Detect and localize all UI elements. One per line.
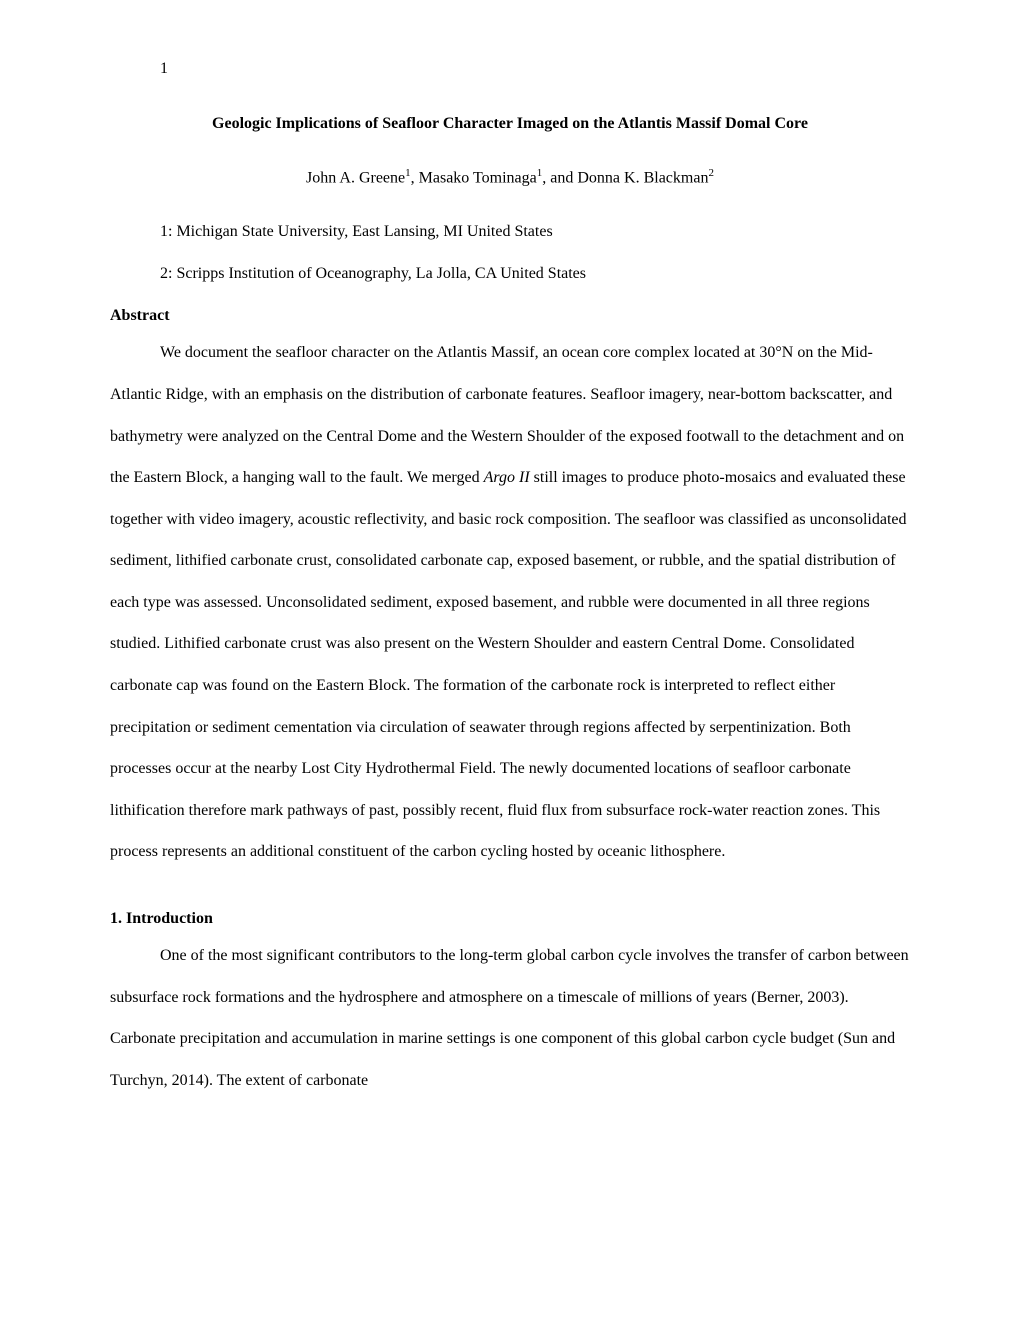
paper-title: Geologic Implications of Seafloor Charac… [110, 108, 910, 140]
affiliation-2: 2: Scripps Institution of Oceanography, … [160, 258, 910, 290]
abstract-text-part2: still images to produce photo-mosaics an… [110, 469, 907, 860]
author-name-1: John A. Greene [306, 169, 405, 186]
author-list: John A. Greene1, Masako Tominaga1, and D… [110, 162, 910, 194]
author-name-3: , and Donna K. Blackman [542, 169, 708, 186]
author-name-2: , Masako Tominaga [411, 169, 537, 186]
page-number: 1 [160, 60, 910, 78]
abstract-heading: Abstract [110, 300, 910, 332]
abstract-body: We document the seafloor character on th… [110, 332, 910, 873]
introduction-heading: 1. Introduction [110, 903, 910, 935]
introduction-body: One of the most significant contributors… [110, 935, 910, 1101]
abstract-text-part1: We document the seafloor character on th… [110, 344, 904, 486]
author-sup-3: 2 [708, 167, 714, 179]
abstract-italic: Argo II [484, 469, 530, 486]
affiliation-1: 1: Michigan State University, East Lansi… [160, 216, 910, 248]
